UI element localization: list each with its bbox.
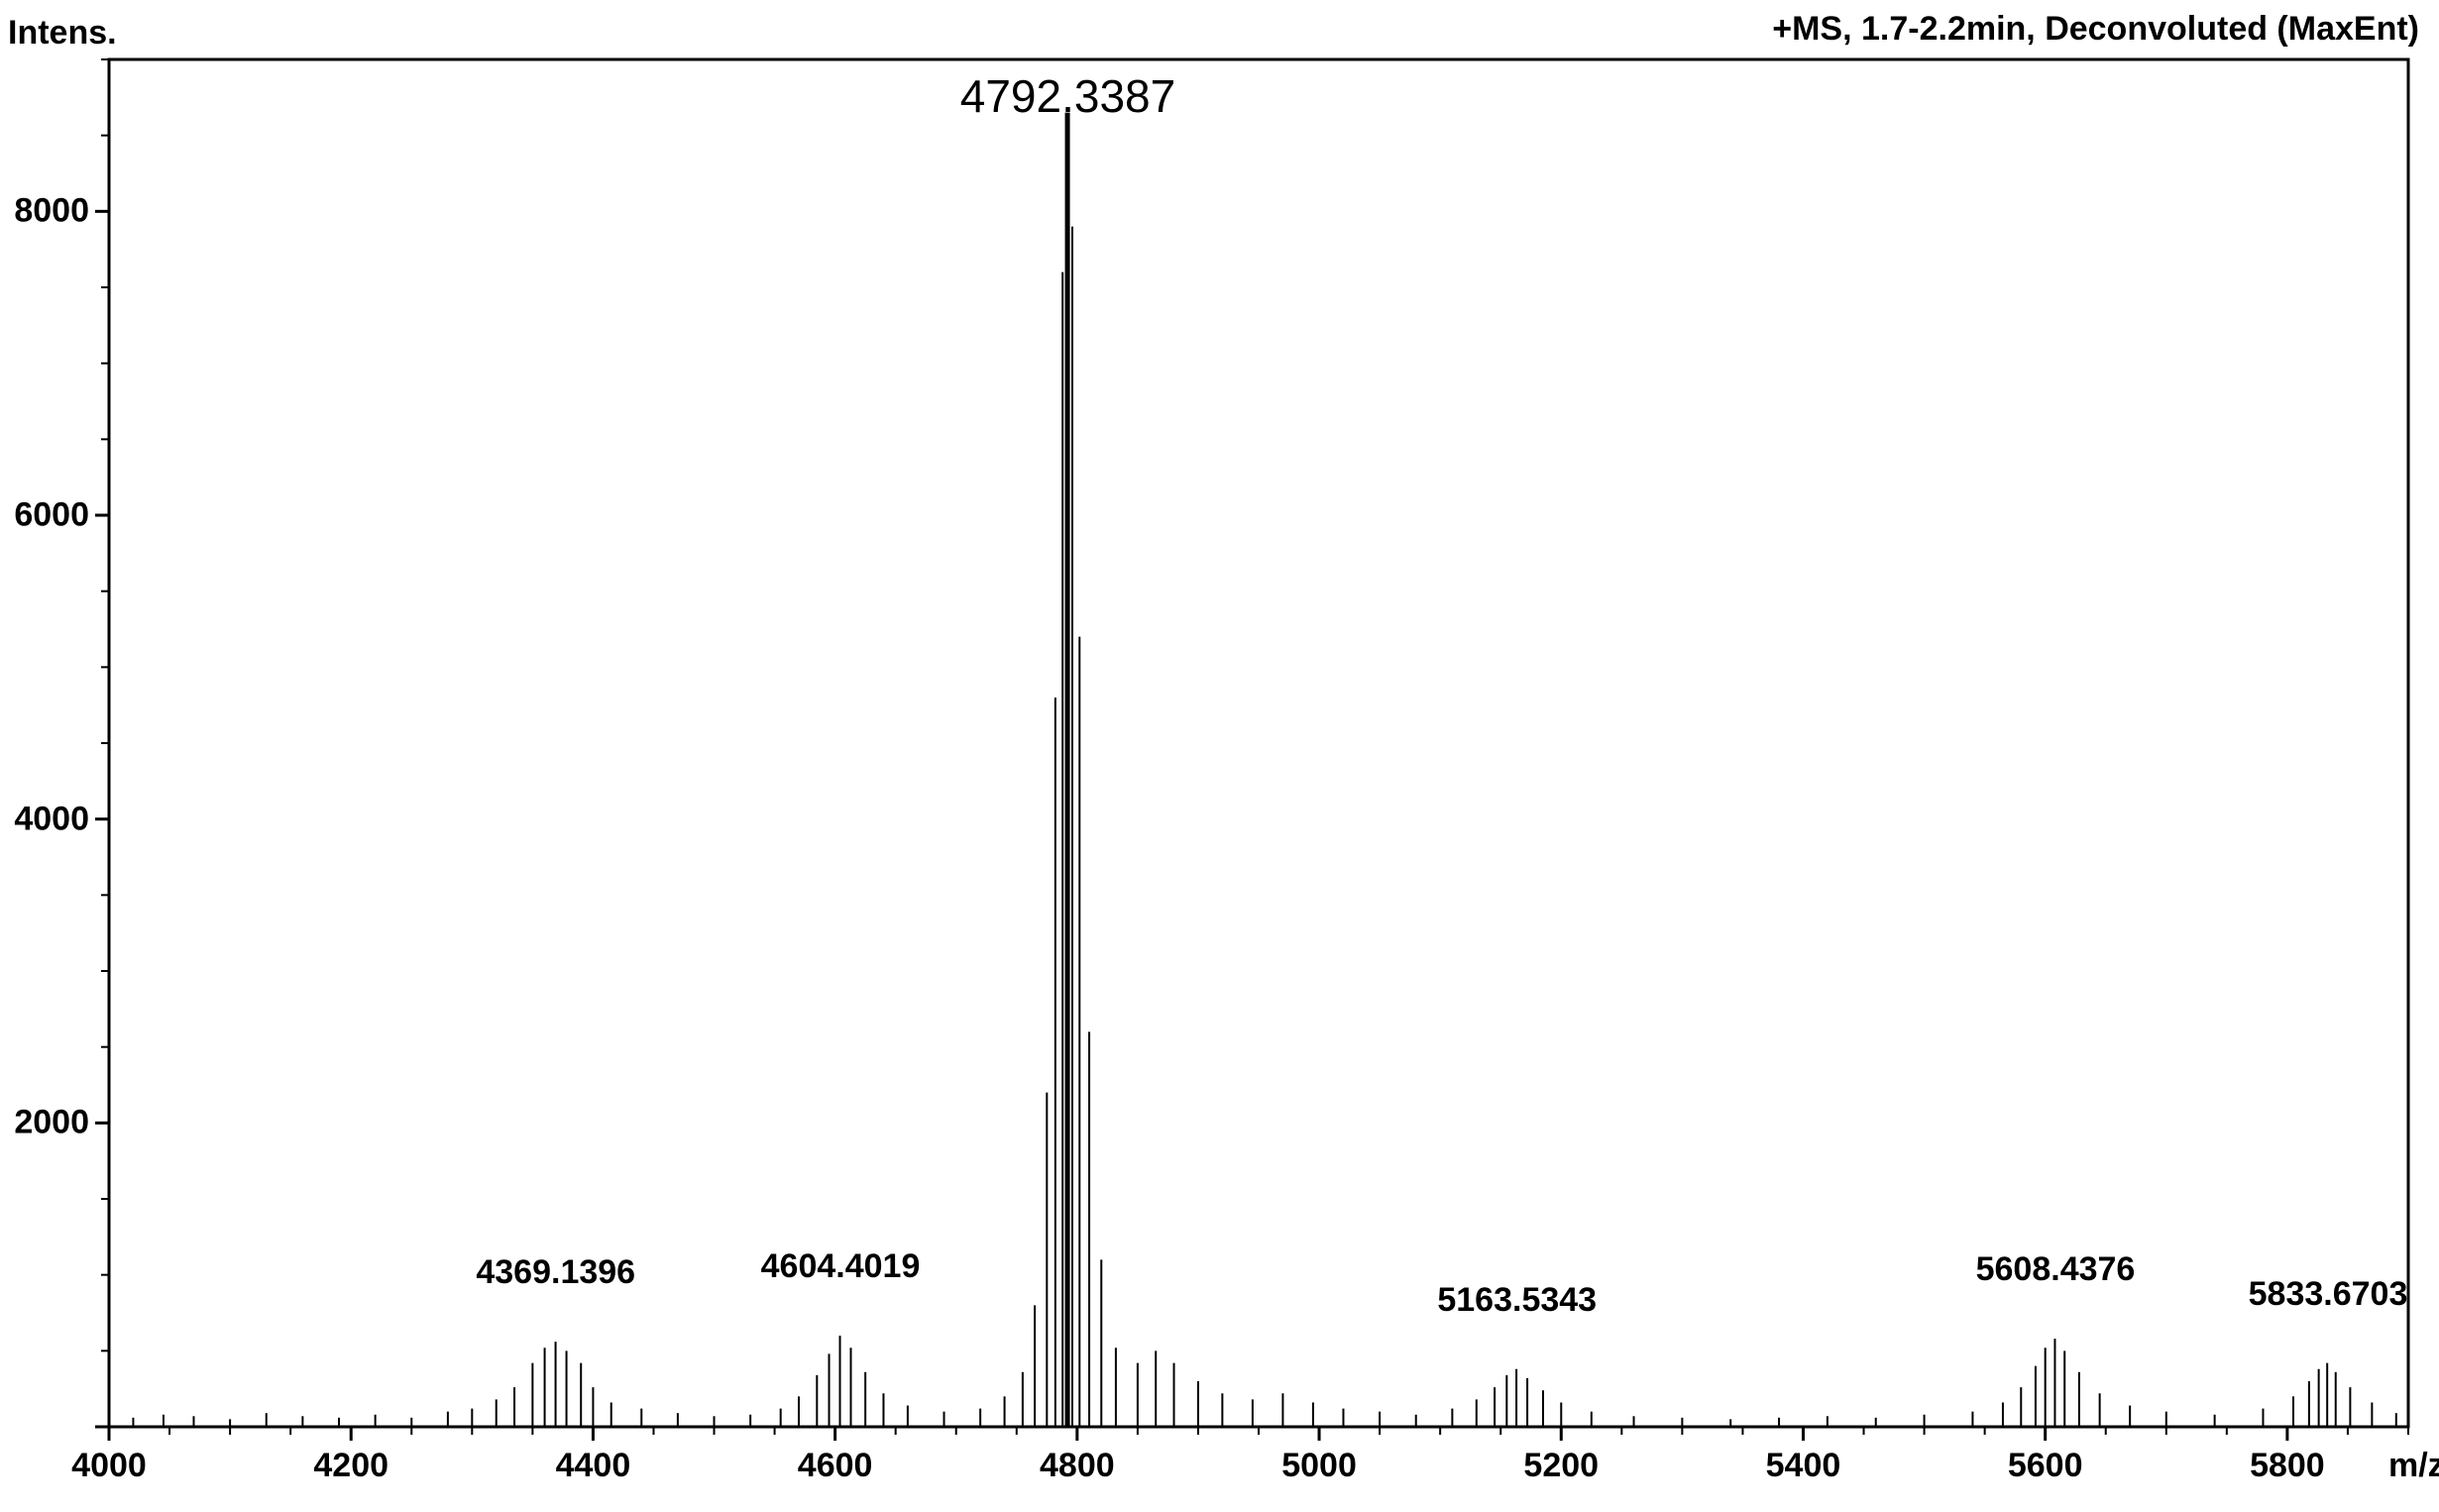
main-peak-label: 4792.3387 [960,69,1175,123]
x-tick: 5400 [1766,1447,1841,1485]
mass-spectrum-chart: +MS, 1.7-2.2min, Deconvoluted (MaxEnt) I… [0,0,2439,1512]
x-tick: 5000 [1281,1447,1357,1485]
y-tick: 4000 [14,800,89,838]
x-tick: 5200 [1523,1447,1599,1485]
x-tick: 4200 [313,1447,388,1485]
peak-label: 5608.4376 [1976,1250,2136,1289]
x-tick: 4600 [798,1447,873,1485]
peak-label: 4604.4019 [761,1247,921,1286]
x-tick: 4800 [1040,1447,1115,1485]
x-tick: 4000 [71,1447,147,1485]
peak-label: 5163.5343 [1437,1281,1597,1320]
y-tick: 6000 [14,496,89,535]
x-tick: 5800 [2250,1447,2325,1485]
x-tick: 4400 [556,1447,631,1485]
x-tick: 5600 [2008,1447,2083,1485]
y-tick: 2000 [14,1104,89,1142]
peak-label: 4369.1396 [476,1253,635,1292]
y-tick: 8000 [14,192,89,231]
peak-label: 5833.6703 [2249,1275,2408,1314]
